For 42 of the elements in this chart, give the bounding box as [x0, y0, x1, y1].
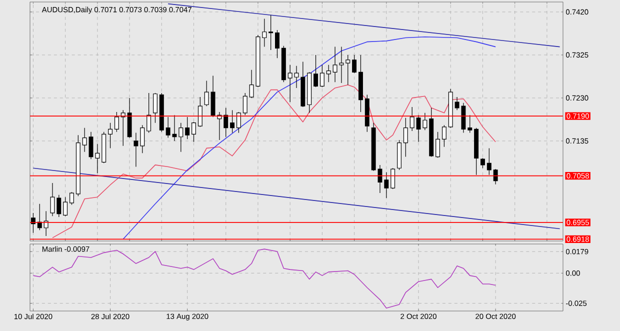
candlestick: [192, 122, 196, 142]
candlestick: [480, 158, 485, 168]
candlestick: [114, 112, 119, 132]
candlestick: [486, 148, 492, 176]
candlestick: [288, 64, 292, 102]
candlestick: [70, 192, 74, 206]
candlestick: [468, 114, 472, 134]
candlestick: [153, 92, 158, 124]
candlestick: [410, 106, 414, 132]
candlestick: [134, 132, 138, 168]
candlestick: [346, 54, 350, 86]
candlestick: [275, 30, 280, 58]
candlestick: [326, 64, 331, 82]
candlestick: [403, 118, 408, 158]
candlestick: [314, 54, 318, 88]
candlestick: [146, 92, 152, 134]
candlestick: [198, 96, 202, 128]
candlestick: [108, 122, 112, 149]
candlestick: [442, 124, 446, 148]
candlestick: [493, 168, 498, 185]
candlestick: [262, 18, 267, 48]
candlestick: [185, 116, 190, 140]
candlestick: [127, 98, 132, 138]
candlestick: [224, 108, 228, 138]
candlestick: [320, 64, 324, 88]
candlestick: [56, 194, 62, 218]
candlestick: [50, 182, 55, 216]
candlestick: [268, 14, 274, 50]
candlestick: [178, 122, 184, 152]
candlestick: [230, 110, 235, 134]
candlestick: [204, 80, 209, 106]
candlestick: [236, 112, 241, 134]
line-series: [52, 84, 496, 238]
candlestick: [242, 92, 248, 116]
candlestick: [436, 132, 440, 158]
candlestick: [63, 196, 68, 216]
candlestick: [140, 124, 145, 154]
candlestick: [390, 168, 396, 190]
candlestick: [384, 172, 389, 198]
candlestick: [82, 128, 87, 152]
candlestick: [352, 54, 357, 74]
line-series: [122, 36, 496, 240]
